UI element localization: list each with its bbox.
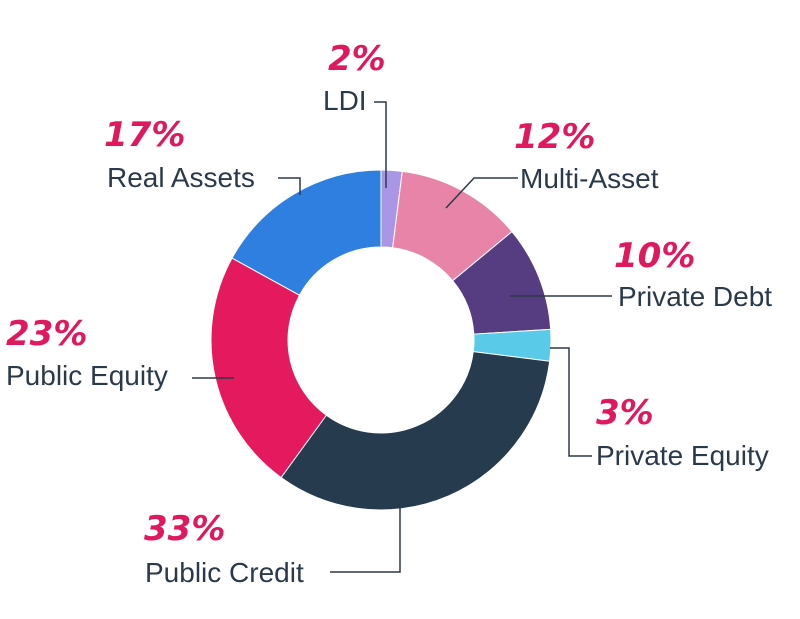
slice-public-equity bbox=[210, 257, 328, 479]
label-ldi: LDI bbox=[323, 85, 367, 116]
leader-multi-asset bbox=[445, 177, 518, 209]
leader-private-equity bbox=[550, 347, 592, 457]
percent-private-equity: 3% bbox=[596, 393, 654, 433]
donut-slices bbox=[210, 169, 552, 511]
leader-real-assets bbox=[278, 177, 301, 195]
percent-private-debt: 10% bbox=[614, 236, 695, 276]
leader-lines bbox=[192, 101, 612, 573]
slice-real-assets bbox=[231, 169, 382, 296]
leader-ldi bbox=[374, 101, 387, 188]
percent-real-assets: 17% bbox=[104, 115, 185, 155]
percent-public-credit: 33% bbox=[144, 509, 225, 549]
percent-multi-asset: 12% bbox=[514, 117, 595, 157]
slice-public-credit bbox=[280, 351, 551, 511]
slice-labels: 2% LDI 12% Multi-Asset 10% Private Debt 3% Priv… bbox=[6, 39, 772, 588]
label-public-equity: Public Equity bbox=[6, 360, 168, 391]
leader-public-credit bbox=[330, 508, 401, 573]
label-public-credit: Public Credit bbox=[145, 557, 304, 588]
label-multi-asset: Multi-Asset bbox=[520, 163, 659, 194]
label-private-debt: Private Debt bbox=[618, 281, 772, 312]
label-real-assets: Real Assets bbox=[107, 162, 255, 193]
percent-public-equity: 23% bbox=[6, 314, 87, 354]
label-private-equity: Private Equity bbox=[596, 440, 769, 471]
percent-ldi: 2% bbox=[328, 39, 386, 79]
